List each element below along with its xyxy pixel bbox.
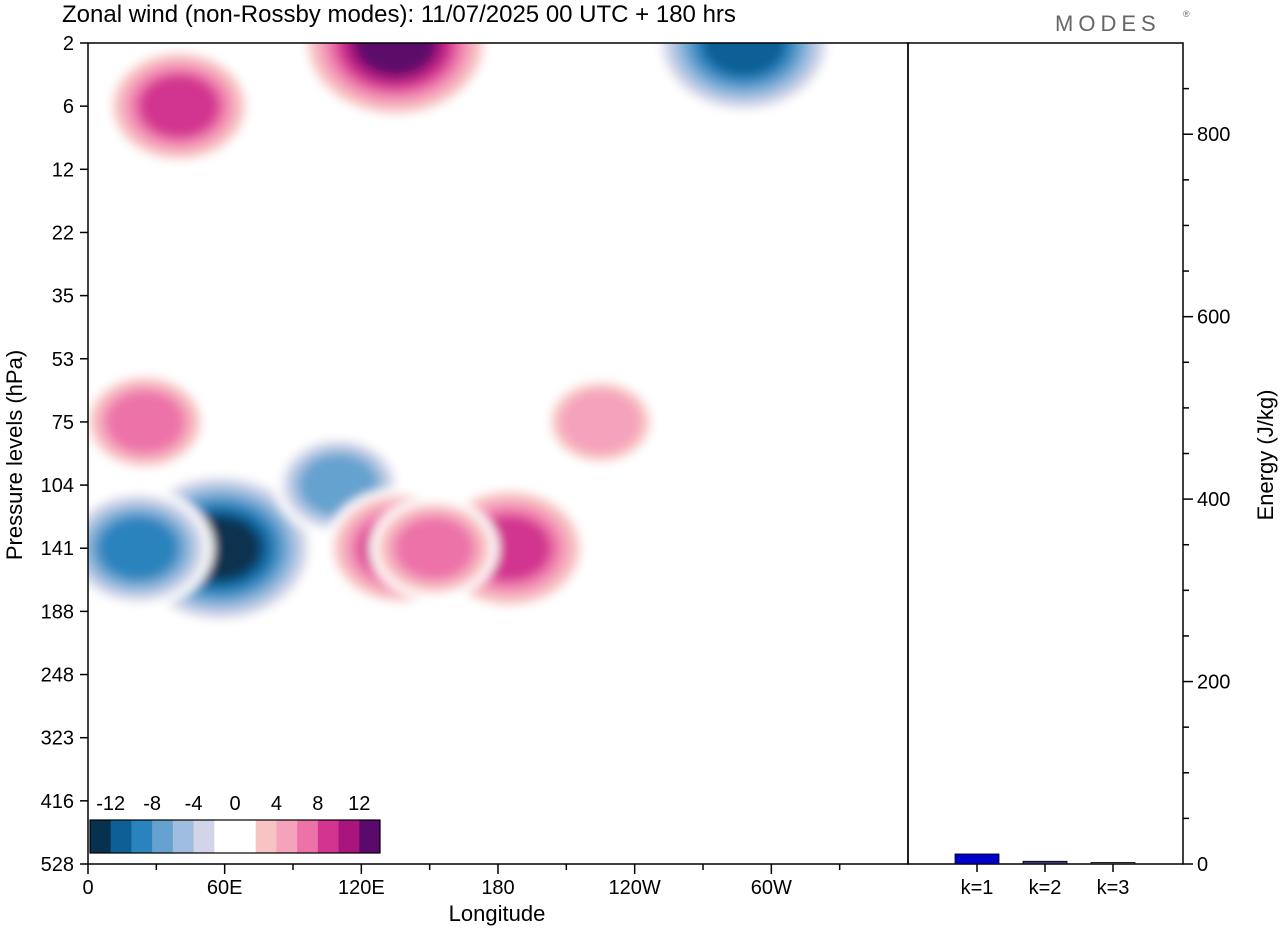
colorbar-swatch bbox=[317, 820, 340, 853]
y-tick-label: 6 bbox=[63, 96, 74, 118]
colorbar-legend: -12 -8 -4 0 4 8 12 bbox=[89, 793, 381, 854]
energy-bar bbox=[1022, 860, 1068, 865]
x-tick-label: 180 bbox=[481, 877, 514, 899]
colorbar-swatch bbox=[152, 820, 174, 853]
y-tick-label: 75 bbox=[52, 412, 74, 434]
colorbar-swatch bbox=[172, 820, 195, 853]
colorbar-swatch bbox=[193, 820, 215, 853]
y-tick-label: 188 bbox=[41, 601, 74, 623]
colorbar-label: 12 bbox=[348, 793, 370, 815]
colorbar-label: 0 bbox=[229, 793, 240, 815]
colorbar-frame bbox=[89, 819, 381, 854]
heatmap-background bbox=[88, 43, 908, 864]
bar-label: k=2 bbox=[1029, 877, 1062, 899]
energy-panel-frame bbox=[907, 42, 1184, 865]
heatmap-cell bbox=[106, 391, 184, 453]
y-tick-label: 141 bbox=[41, 538, 74, 560]
colorbar-swatch bbox=[90, 820, 112, 853]
y-tick-label: 248 bbox=[41, 665, 74, 687]
colorbar-swatch bbox=[359, 820, 381, 853]
y-tick-label: 35 bbox=[52, 286, 74, 308]
x-tick-label: 120W bbox=[609, 877, 661, 899]
y-tick-label: 104 bbox=[41, 475, 74, 497]
heatmap-cell bbox=[355, 43, 436, 75]
zonal-wind-heatmap bbox=[88, 43, 908, 864]
logo-registered-mark: ® bbox=[1183, 9, 1190, 19]
energy-bars bbox=[954, 853, 1136, 865]
energy-tick-label: 800 bbox=[1197, 124, 1230, 146]
chart-title: Zonal wind (non-Rossby modes): 11/07/202… bbox=[62, 1, 736, 28]
colorbar-label: -4 bbox=[185, 793, 203, 815]
energy-bar-labels: k=1 k=2 k=3 bbox=[961, 864, 1130, 899]
colorbar-swatch bbox=[255, 820, 277, 853]
modes-logo: MODES bbox=[1055, 11, 1161, 36]
colorbar-swatch bbox=[276, 820, 298, 853]
colorbar-label: 8 bbox=[312, 793, 323, 815]
x-tick-label: 0 bbox=[82, 877, 93, 899]
energy-bar bbox=[1090, 862, 1136, 865]
heatmap-cell bbox=[560, 390, 641, 454]
colorbar-label: -8 bbox=[143, 793, 161, 815]
energy-tick-label: 200 bbox=[1197, 672, 1230, 694]
colorbar-swatch bbox=[110, 820, 132, 853]
colorbar-swatch bbox=[131, 820, 153, 853]
heatmap-cell bbox=[702, 43, 786, 76]
x-tick-label: 60E bbox=[207, 877, 243, 899]
heatmap-cell bbox=[395, 517, 474, 579]
colorbar-label: 4 bbox=[271, 793, 282, 815]
x-axis-label: Longitude bbox=[449, 901, 546, 926]
colorbar-swatch bbox=[235, 820, 257, 853]
y-axis-label: Pressure levels (hPa) bbox=[2, 350, 27, 560]
longitude-axis: 0 60E 120E 180 120W 60W bbox=[82, 864, 841, 899]
y-tick-label: 323 bbox=[41, 728, 74, 750]
x-tick-label: 120E bbox=[338, 877, 385, 899]
heatmap-cell bbox=[139, 75, 219, 138]
y-tick-label: 528 bbox=[41, 854, 74, 876]
energy-tick-label: 600 bbox=[1197, 307, 1230, 329]
bar-label: k=1 bbox=[961, 877, 994, 899]
energy-bar bbox=[954, 853, 1000, 865]
y-tick-label: 2 bbox=[63, 33, 74, 55]
colorbar-swatch bbox=[338, 820, 360, 853]
colorbar-swatch bbox=[214, 820, 236, 853]
colorbar-label: -12 bbox=[96, 793, 125, 815]
energy-axis: 0 200 400 600 800 bbox=[1183, 87, 1230, 876]
bar-label: k=3 bbox=[1097, 877, 1130, 899]
y-tick-label: 416 bbox=[41, 791, 74, 813]
pressure-axis: 2 6 12 22 35 53 75 104 141 188 248 323 416 528 bbox=[41, 33, 88, 876]
y-tick-label: 22 bbox=[52, 222, 74, 244]
colorbar-swatch bbox=[297, 820, 319, 853]
y-tick-label: 53 bbox=[52, 349, 74, 371]
x-tick-label: 60W bbox=[751, 877, 792, 899]
energy-axis-label: Energy (J/kg) bbox=[1253, 390, 1278, 521]
y-tick-label: 12 bbox=[52, 159, 74, 181]
energy-tick-label: 400 bbox=[1197, 489, 1230, 511]
energy-tick-label: 0 bbox=[1197, 854, 1208, 876]
heatmap-cell bbox=[98, 517, 178, 580]
